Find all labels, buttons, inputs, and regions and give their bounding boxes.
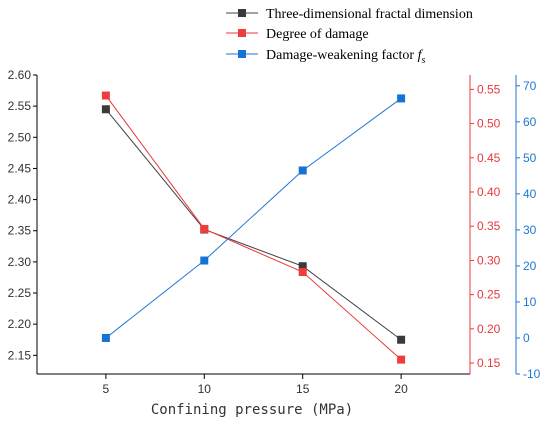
- damage-tick-label: 0.40: [477, 185, 501, 199]
- left-tick-label: 2.25: [8, 286, 32, 300]
- left-tick-label: 2.45: [8, 161, 32, 175]
- factor-tick-label: 60: [523, 115, 537, 129]
- x-axis-label: Confining pressure (MPa): [151, 402, 353, 418]
- data-point-1: [298, 268, 307, 277]
- data-point-2: [101, 333, 110, 342]
- left-tick-label: 2.35: [8, 224, 32, 238]
- damage-tick-label: 0.30: [477, 253, 501, 267]
- plot-area: [101, 91, 406, 364]
- left-tick-label: 2.40: [8, 193, 32, 207]
- damage-tick-label: 0.35: [477, 219, 501, 233]
- data-point-0: [101, 105, 110, 114]
- factor-tick-label: 70: [523, 79, 537, 93]
- left-tick-label: 2.15: [8, 348, 32, 362]
- legend-label-0: Three-dimensional fractal dimension: [266, 7, 473, 22]
- series-line-1: [105, 95, 402, 361]
- data-point-1: [101, 91, 110, 100]
- x-tick-label: 10: [198, 382, 212, 396]
- factor-tick-label: 10: [523, 295, 537, 309]
- legend: Three-dimensional fractal dimension Degre…: [226, 7, 473, 66]
- factor-tick-label: 0: [523, 331, 530, 345]
- legend-marker-0: [238, 9, 246, 17]
- data-point-2: [298, 166, 307, 175]
- x-tick-label: 15: [296, 382, 310, 396]
- data-point-2: [397, 94, 406, 103]
- left-tick-label: 2.50: [8, 130, 32, 144]
- damage-tick-label: 0.20: [477, 322, 501, 336]
- factor-tick-label: 30: [523, 223, 537, 237]
- factor-tick-label: 50: [523, 151, 537, 165]
- left-tick-label: 2.60: [8, 68, 32, 82]
- data-point-1: [397, 355, 406, 364]
- legend-label-1: Degree of damage: [266, 27, 369, 42]
- data-point-0: [298, 262, 307, 271]
- left-tick-label: 2.30: [8, 255, 32, 269]
- factor-tick-label: 20: [523, 259, 537, 273]
- factor-tick-label: -10: [523, 367, 541, 381]
- legend-marker-1: [238, 29, 246, 37]
- damage-tick-label: 0.15: [477, 356, 501, 370]
- data-point-2: [200, 256, 209, 265]
- axes: 5 10 15 20 2.15 2.20 2.25 2.30 2.35 2.40 2.45 2.50 2…: [8, 68, 541, 396]
- x-tick-label: 20: [394, 382, 408, 396]
- series-line-0: [105, 108, 402, 341]
- damage-tick-label: 0.50: [477, 117, 501, 131]
- factor-tick-label: 40: [523, 187, 537, 201]
- left-tick-label: 2.20: [8, 317, 32, 331]
- left-tick-label: 2.55: [8, 99, 32, 113]
- legend-marker-2: [238, 50, 246, 58]
- data-point-0: [397, 335, 406, 344]
- series-line-2: [105, 98, 402, 339]
- damage-tick-label: 0.55: [477, 82, 501, 96]
- x-tick-label: 5: [103, 382, 110, 396]
- data-point-1: [200, 224, 209, 233]
- damage-tick-label: 0.25: [477, 288, 501, 302]
- legend-label-2: Damage-weakening factor fs: [266, 48, 425, 66]
- damage-tick-label: 0.45: [477, 151, 501, 165]
